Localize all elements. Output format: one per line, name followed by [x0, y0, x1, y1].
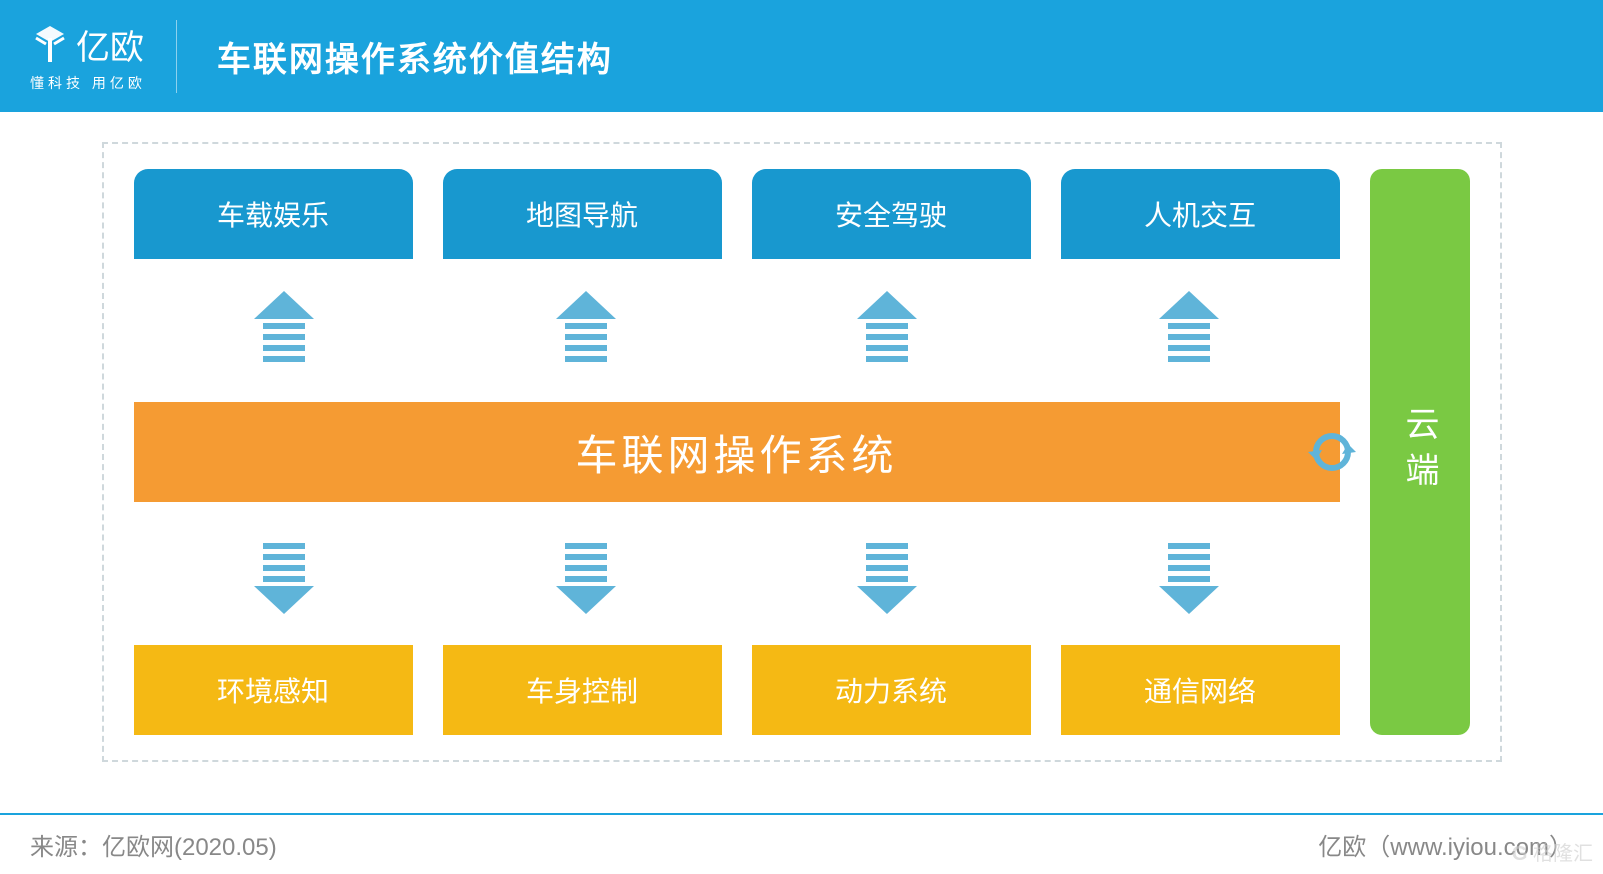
arrows-up-row: [134, 291, 1340, 371]
arrow-down-icon: [857, 534, 917, 614]
logo-tagline: 懂科技 用亿欧: [30, 73, 146, 93]
top-box-safety: 安全驾驶: [752, 169, 1031, 259]
diagram-left-stack: 车载娱乐 地图导航 安全驾驶 人机交互 车联网操作系统 环境感知 车身控: [134, 169, 1340, 735]
top-box-navigation: 地图导航: [443, 169, 722, 259]
watermark: G 格隆汇: [1512, 837, 1593, 866]
bottom-box-network: 通信网络: [1061, 645, 1340, 735]
middle-os-bar: 车联网操作系统: [134, 402, 1340, 502]
cloud-box: 云端: [1370, 169, 1470, 735]
diagram-container: 车载娱乐 地图导航 安全驾驶 人机交互 车联网操作系统 环境感知 车身控: [102, 142, 1502, 762]
logo-text: 亿欧: [76, 20, 144, 69]
arrows-down-row: [134, 534, 1340, 614]
top-box-entertainment: 车载娱乐: [134, 169, 413, 259]
arrow-up-icon: [556, 291, 616, 371]
arrow-up-icon: [1159, 291, 1219, 371]
bottom-box-perception: 环境感知: [134, 645, 413, 735]
arrow-up-icon: [254, 291, 314, 371]
arrow-down-icon: [556, 534, 616, 614]
header-bar: 亿欧 懂科技 用亿欧 车联网操作系统价值结构: [0, 0, 1603, 112]
logo-block: 亿欧 懂科技 用亿欧: [30, 20, 177, 93]
footer-bar: 来源：亿欧网(2020.05) 亿欧（www.iyiou.com）: [0, 813, 1603, 874]
arrow-down-icon: [1159, 534, 1219, 614]
arrow-down-icon: [254, 534, 314, 614]
arrow-up-icon: [857, 291, 917, 371]
sync-icon: [1304, 424, 1360, 480]
bottom-row: 环境感知 车身控制 动力系统 通信网络: [134, 645, 1340, 735]
header-title: 车联网操作系统价值结构: [217, 32, 613, 81]
logo-icon: [32, 24, 68, 64]
top-row: 车载娱乐 地图导航 安全驾驶 人机交互: [134, 169, 1340, 259]
bottom-box-powertrain: 动力系统: [752, 645, 1031, 735]
source-label: 来源：亿欧网(2020.05): [30, 827, 277, 862]
top-box-hci: 人机交互: [1061, 169, 1340, 259]
bottom-box-body-control: 车身控制: [443, 645, 722, 735]
